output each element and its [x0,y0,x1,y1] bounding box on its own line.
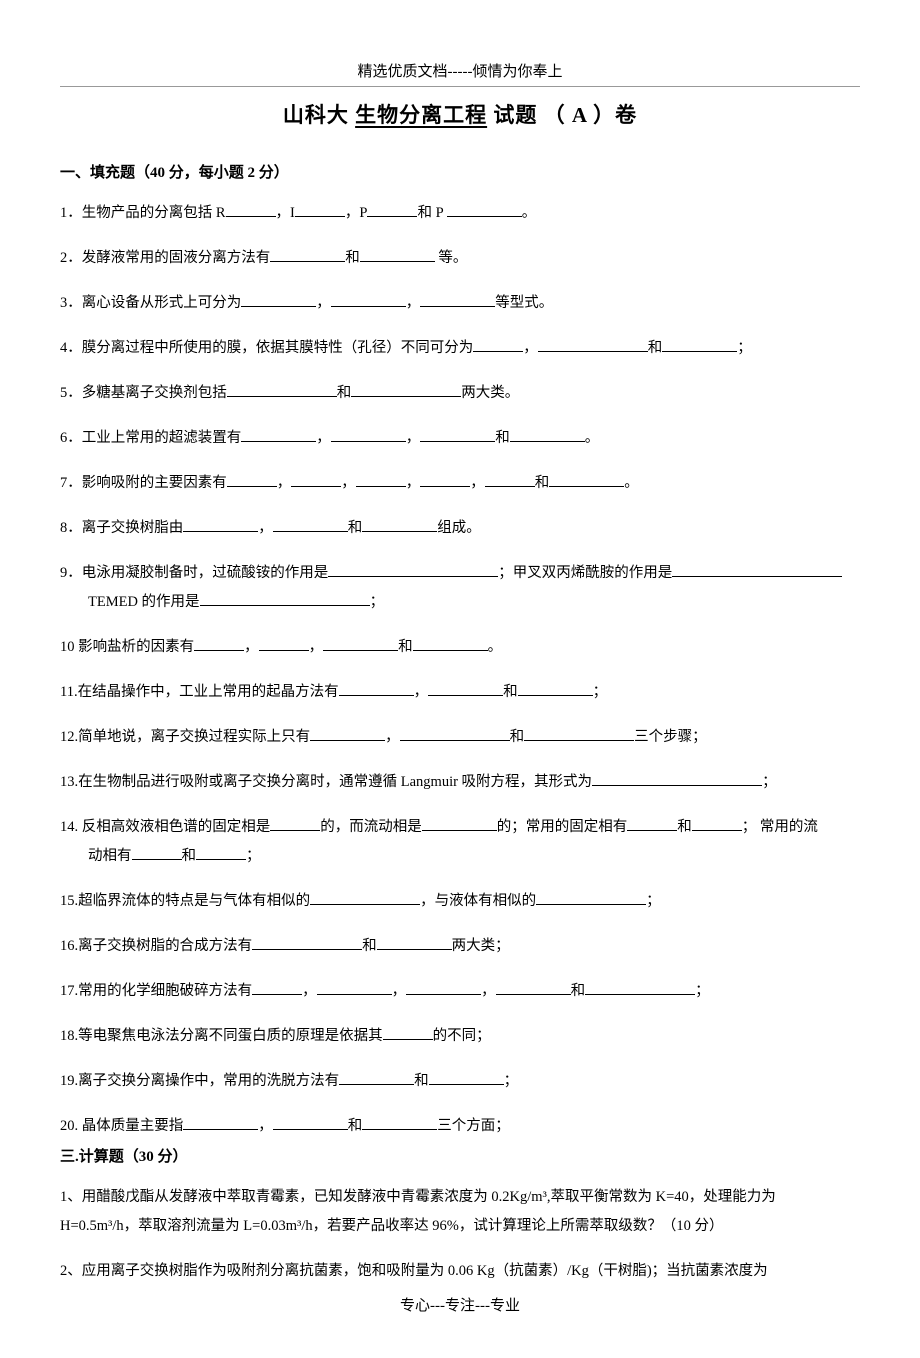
blank [273,517,348,532]
blank [310,890,420,905]
blank [413,636,488,651]
blank [252,935,362,950]
section-3-heading: 三.计算题（30 分） [60,1145,860,1169]
blank [227,382,337,397]
calc-question-2: 2、应用离子交换树脂作为吸附剂分离抗菌素，饱和吸附量为 0.06 Kg（抗菌素）… [60,1257,860,1286]
blank [485,472,535,487]
blank [518,681,593,696]
blank [447,202,522,217]
question-5: 5．多糖基离子交换剂包括和两大类。 [60,379,860,408]
blank [259,636,309,651]
question-13: 13.在生物制品进行吸附或离子交换分离时，通常遵循 Langmuir 吸附方程，… [60,768,860,797]
blank [323,636,398,651]
blank [273,1115,348,1130]
footer-text: 专心---专注---专业 [60,1294,860,1318]
blank [420,427,495,442]
blank [196,845,246,860]
question-17: 17.常用的化学细胞破碎方法有，，，和； [60,977,860,1006]
blank [592,771,762,786]
blank [362,517,437,532]
blank [406,980,481,995]
blank [339,1070,414,1085]
title-suffix: 试题 （ A ）卷 [493,103,637,127]
blank [422,816,497,831]
question-12: 12.简单地说，离子交换过程实际上只有，和三个步骤； [60,723,860,752]
question-16: 16.离子交换树脂的合成方法有和两大类； [60,932,860,961]
blank [317,980,392,995]
question-20: 20. 晶体质量主要指，和三个方面； [60,1112,860,1141]
question-9: 9．电泳用凝胶制备时，过硫酸铵的作用是；甲叉双丙烯酰胺的作用是 TEMED 的作… [60,559,860,617]
blank [367,202,417,217]
blank [524,726,634,741]
blank [241,427,316,442]
blank [536,890,646,905]
blank [295,202,345,217]
blank [328,562,498,577]
blank [360,247,435,262]
blank [383,1025,433,1040]
blank [356,472,406,487]
question-8: 8．离子交换树脂由，和组成。 [60,514,860,543]
blank [132,845,182,860]
blank [183,517,258,532]
section-1-heading: 一、填充题（40 分，每小题 2 分） [60,161,860,185]
question-7: 7．影响吸附的主要因素有，，，，和。 [60,469,860,498]
blank [331,427,406,442]
blank [331,292,406,307]
question-1: 1．生物产品的分离包括 R，I，P和 P 。 [60,199,860,228]
question-6: 6．工业上常用的超滤装置有，，和。 [60,424,860,453]
blank [496,980,571,995]
blank [585,980,695,995]
title-prefix: 山科大 [283,103,349,127]
blank [662,337,737,352]
calc-question-1: 1、用醋酸戊酯从发酵液中萃取青霉素，已知发酵液中青霉素浓度为 0.2Kg/m³,… [60,1183,860,1241]
header-divider [60,86,860,87]
question-18: 18.等电聚焦电泳法分离不同蛋白质的原理是依据其的不同； [60,1022,860,1051]
blank [226,202,276,217]
blank [672,562,842,577]
blank [627,816,677,831]
blank [270,816,320,831]
blank [420,472,470,487]
blank [339,681,414,696]
blank [291,472,341,487]
question-15: 15.超临界流体的特点是与气体有相似的，与液体有相似的； [60,887,860,916]
title-subject: 生物分离工程 [355,103,487,127]
page-title: 山科大 生物分离工程 试题 （ A ）卷 [60,99,860,133]
question-4: 4．膜分离过程中所使用的膜，依据其膜特性（孔径）不同可分为，和； [60,334,860,363]
blank [428,681,503,696]
blank [310,726,385,741]
blank [692,816,742,831]
blank [362,1115,437,1130]
question-14: 14. 反相高效液相色谱的固定相是的，而流动相是的；常用的固定相有和； 常用的流… [60,813,860,871]
blank [510,427,585,442]
blank [400,726,510,741]
blank [227,472,277,487]
question-2: 2．发酵液常用的固液分离方法有和 等。 [60,244,860,273]
blank [270,247,345,262]
question-10: 10 影响盐析的因素有，，和。 [60,633,860,662]
blank [377,935,452,950]
blank [194,636,244,651]
question-11: 11.在结晶操作中，工业上常用的起晶方法有，和； [60,678,860,707]
blank [200,591,370,606]
blank [429,1070,504,1085]
question-19: 19.离子交换分离操作中，常用的洗脱方法有和； [60,1067,860,1096]
blank [420,292,495,307]
blank [473,337,523,352]
blank [241,292,316,307]
blank [549,472,624,487]
question-3: 3．离心设备从形式上可分为，，等型式。 [60,289,860,318]
blank [538,337,648,352]
header-top-text: 精选优质文档-----倾情为你奉上 [60,60,860,84]
blank [183,1115,258,1130]
blank [252,980,302,995]
blank [351,382,461,397]
